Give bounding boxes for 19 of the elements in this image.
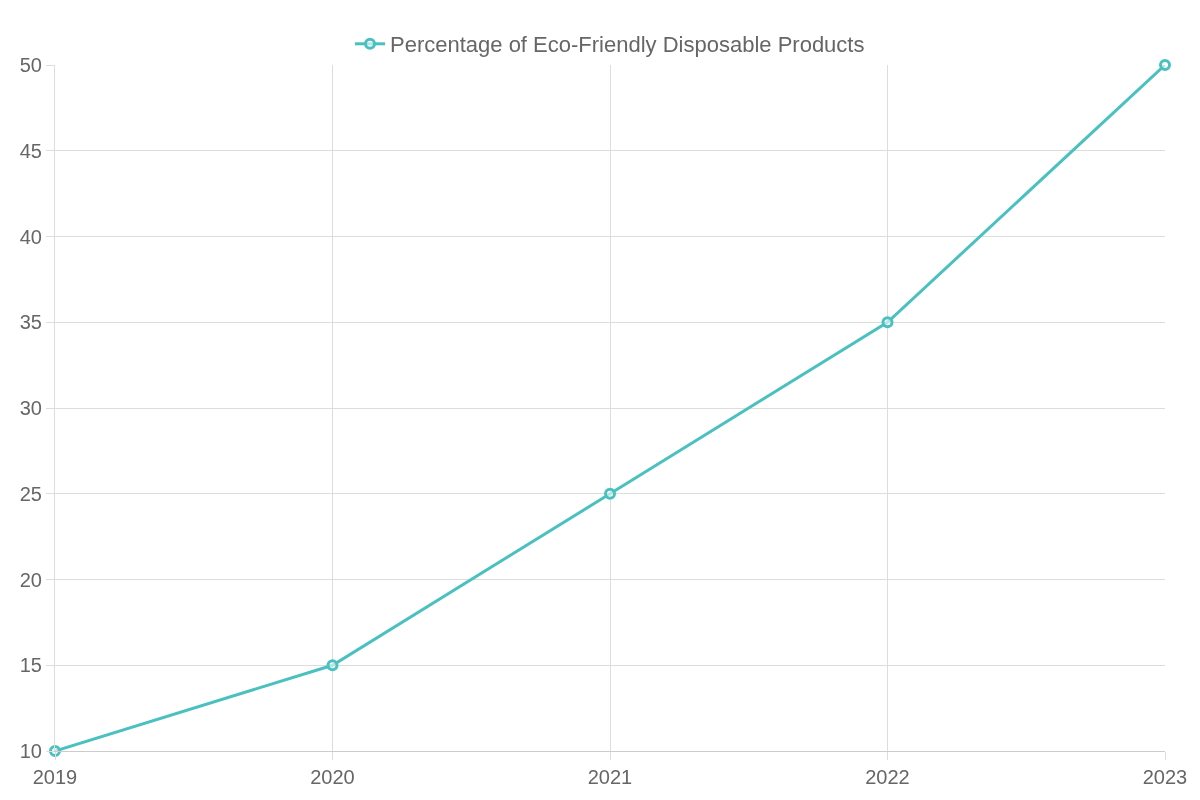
y-tick-label: 10 [19, 740, 42, 762]
point [604, 487, 616, 500]
x-tick-label: 2022 [865, 766, 910, 788]
y-tick-label: 30 [19, 397, 42, 419]
point [326, 659, 339, 672]
legend-label: Percentage of Eco-Friendly Disposable Products [390, 32, 865, 58]
point [1159, 59, 1171, 71]
x-tick-label: 2021 [587, 766, 633, 788]
x-tick-label: 2020 [310, 766, 355, 788]
y-tick-label: 40 [19, 225, 42, 248]
y-tick-label: 35 [19, 311, 42, 334]
y-tick-label: 15 [19, 654, 42, 677]
y-tick-label: 50 [19, 54, 42, 76]
x-tick-label: 2023 [1142, 766, 1188, 788]
x-tick-label: 2019 [32, 766, 78, 788]
y-tick-label: 20 [19, 568, 42, 591]
y-tick-label: 25 [19, 482, 42, 505]
point [881, 316, 894, 329]
y-tick-label: 45 [19, 139, 42, 162]
